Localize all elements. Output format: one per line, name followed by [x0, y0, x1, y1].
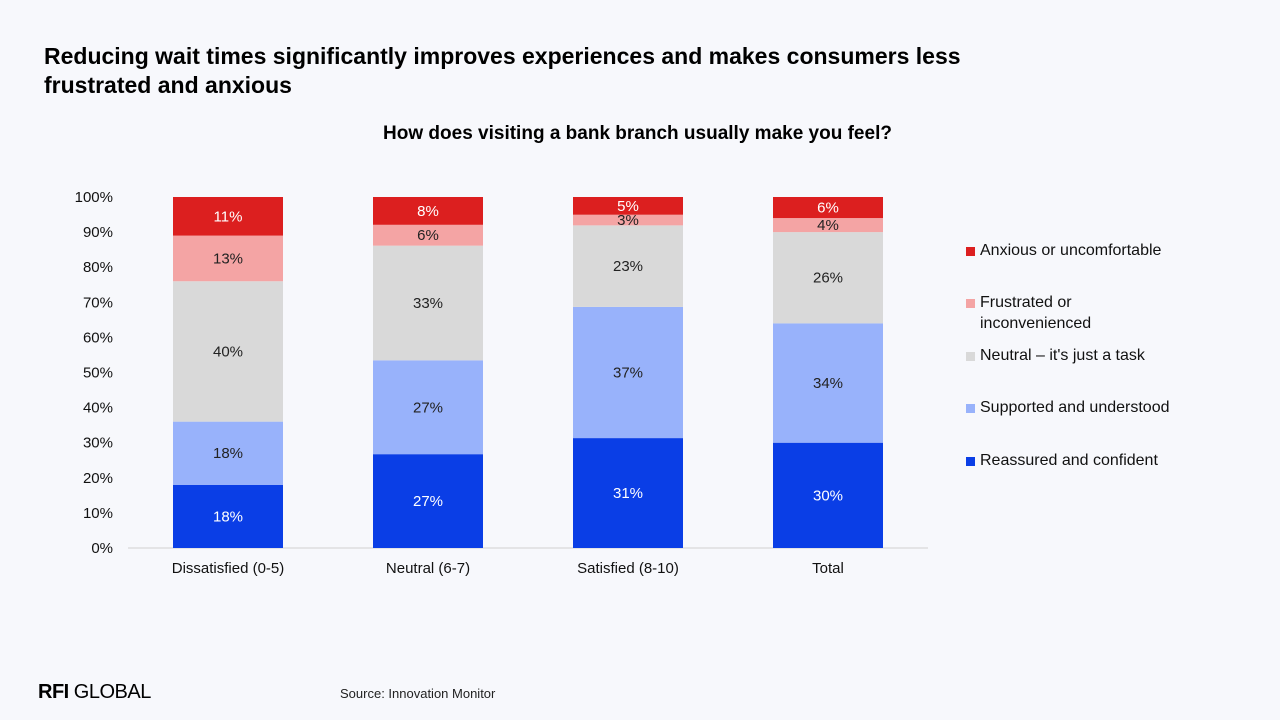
data-label: 13%	[213, 250, 243, 267]
y-tick-label: 0%	[91, 540, 113, 557]
bar-segment	[773, 232, 883, 324]
bar-segment	[373, 224, 483, 246]
bar-segment	[373, 360, 483, 455]
x-category-label: Total	[812, 560, 844, 577]
bar-segment	[173, 197, 283, 236]
bar-segment	[573, 214, 683, 226]
data-label: 26%	[813, 270, 843, 287]
bar-segment	[773, 197, 883, 219]
legend-item: Anxious or uncomfortable	[966, 240, 1266, 261]
y-tick-label: 90%	[83, 224, 113, 241]
legend-swatch	[966, 299, 975, 308]
data-label: 23%	[613, 258, 643, 275]
bar-segment	[173, 484, 283, 548]
rfi-global-logo: RFI GLOBAL	[38, 681, 151, 704]
y-tick-label: 40%	[83, 400, 113, 417]
legend-label: Neutral – it's just a task	[980, 347, 1145, 364]
bar-segment	[173, 421, 283, 485]
bar-segment	[373, 454, 483, 548]
data-label: 27%	[413, 493, 443, 510]
bar-segment	[773, 323, 883, 443]
y-tick-label: 20%	[83, 470, 113, 487]
y-tick-label: 70%	[83, 294, 113, 311]
logo-rest-text: GLOBAL	[68, 681, 152, 703]
x-category-label: Dissatisfied (0-5)	[172, 560, 285, 577]
bar-segment	[573, 438, 683, 548]
legend-swatch	[966, 404, 975, 413]
legend-item: Supported and understood	[966, 397, 1266, 418]
y-tick-label: 100%	[75, 189, 113, 206]
bar-segment	[373, 197, 483, 225]
y-tick-label: 80%	[83, 259, 113, 276]
data-label: 18%	[213, 445, 243, 462]
legend-label: Anxious or uncomfortable	[980, 242, 1162, 259]
y-tick-label: 30%	[83, 435, 113, 452]
data-label: 33%	[413, 295, 443, 312]
data-label: 27%	[413, 399, 443, 416]
legend-swatch	[966, 457, 975, 466]
slide-headline: Reducing wait times significantly improv…	[44, 43, 961, 98]
data-label: 6%	[817, 200, 839, 217]
data-label: 3%	[617, 212, 639, 229]
legend-swatch	[966, 352, 975, 361]
legend-item: Frustrated or inconvenienced	[966, 292, 1266, 334]
data-label: 40%	[213, 343, 243, 360]
bar-segment	[573, 225, 683, 307]
source-note: Source: Innovation Monitor	[340, 686, 496, 701]
bar-segment	[173, 235, 283, 282]
legend-item: Neutral – it's just a task	[966, 345, 1266, 366]
logo-bold-text: RFI	[38, 681, 69, 703]
data-label: 37%	[613, 365, 643, 382]
y-tick-label: 50%	[83, 365, 113, 382]
x-category-label: Neutral (6-7)	[386, 560, 470, 577]
x-category-label: Satisfied (8-10)	[577, 560, 679, 577]
bar-segment	[173, 281, 283, 422]
data-label: 4%	[817, 217, 839, 234]
data-label: 11%	[214, 208, 243, 225]
chart-title: How does visiting a bank branch usually …	[383, 123, 892, 144]
data-label: 8%	[417, 203, 439, 220]
legend-label: Frustrated or inconvenienced	[980, 294, 1092, 332]
data-label: 31%	[613, 485, 643, 502]
data-label: 18%	[213, 508, 243, 525]
bar-segment	[773, 442, 883, 548]
y-tick-label: 10%	[83, 505, 113, 522]
data-label: 30%	[813, 487, 843, 504]
legend-label: Supported and understood	[980, 399, 1170, 416]
bar-segment	[573, 306, 683, 439]
bar-segment	[373, 245, 483, 361]
data-label: 5%	[617, 198, 639, 215]
bar-segment	[773, 218, 883, 233]
data-label: 34%	[813, 375, 843, 392]
bar-segment	[573, 197, 683, 215]
legend-item: Reassured and confident	[966, 450, 1266, 471]
data-label: 6%	[417, 227, 439, 244]
y-tick-label: 60%	[83, 329, 113, 346]
legend-swatch	[966, 247, 975, 256]
legend-label: Reassured and confident	[980, 452, 1158, 469]
